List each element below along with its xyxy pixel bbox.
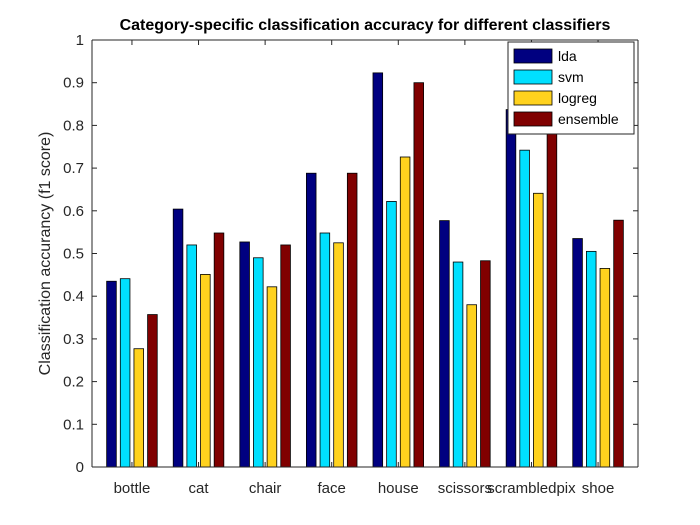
bar-ensemble-face <box>346 172 358 468</box>
bar-ensemble-scrambledpix <box>546 125 558 468</box>
bar-ensemble-bottle <box>147 314 158 468</box>
y-tick-label: 0.4 <box>63 288 84 305</box>
y-tick-label: 0.5 <box>63 246 84 263</box>
bar-ensemble-chair <box>280 244 291 468</box>
bar-logreg-house <box>399 156 411 468</box>
bar-ensemble-house <box>413 82 424 468</box>
bar-lda-chair <box>239 241 250 468</box>
bar-lda-shoe <box>572 238 583 468</box>
bar-lda-face <box>305 172 317 468</box>
y-tick-label: 0.8 <box>63 117 84 134</box>
legend-label-lda: lda <box>558 48 577 64</box>
bar-svm-bottle <box>119 278 131 468</box>
bar-logreg-scissors <box>466 304 477 468</box>
bar-svm-scrambledpix <box>519 149 530 468</box>
y-tick-label: 0.9 <box>63 75 84 92</box>
x-tick-label-face: face <box>318 480 346 497</box>
bar-svm-house <box>386 201 397 468</box>
bar-ensemble-cat <box>213 232 225 468</box>
x-tick-label-shoe: shoe <box>582 480 615 497</box>
bar-lda-scrambledpix <box>505 109 517 468</box>
bar-svm-face <box>319 232 331 468</box>
y-tick-label: 0.1 <box>63 416 84 433</box>
x-tick-label-scrambledpix: scrambledpix <box>487 480 576 497</box>
y-tick-label: 0.2 <box>63 374 84 391</box>
bar-svm-shoe <box>586 250 597 468</box>
legend-swatch-svm <box>513 69 553 85</box>
bar-logreg-bottle <box>133 348 144 468</box>
bar-lda-house <box>372 72 384 468</box>
x-tick-label-cat: cat <box>189 480 210 497</box>
y-tick-label: 0.6 <box>63 203 84 220</box>
y-tick-label: 0 <box>76 459 84 476</box>
y-tick-label: 1 <box>76 32 84 49</box>
x-tick-label-chair: chair <box>249 480 282 497</box>
bar-logreg-shoe <box>599 268 611 468</box>
x-tick-label-house: house <box>378 480 419 497</box>
legend-swatch-lda <box>513 48 553 64</box>
y-tick-label: 0.7 <box>63 160 84 177</box>
y-tick-label: 0.3 <box>63 331 84 348</box>
legend-label-logreg: logreg <box>558 90 597 106</box>
bar-lda-cat <box>172 208 184 468</box>
bar-lda-bottle <box>106 280 117 468</box>
bar-svm-cat <box>186 244 197 468</box>
legend-label-svm: svm <box>558 69 584 85</box>
bar-logreg-chair <box>266 286 278 468</box>
bar-ensemble-shoe <box>613 219 624 468</box>
bar-svm-scissors <box>452 261 464 468</box>
bar-ensemble-scissors <box>480 260 491 468</box>
x-tick-label-bottle: bottle <box>114 480 151 497</box>
bar-lda-scissors <box>439 220 450 468</box>
x-tick-label-scissors: scissors <box>438 480 492 497</box>
bar-svm-chair <box>253 257 264 468</box>
legend-swatch-ensemble <box>513 111 553 127</box>
y-axis-label: Classification accurancy (f1 score) <box>37 132 54 376</box>
legend-swatch-logreg <box>513 90 553 106</box>
chart-title: Category-specific classification accurac… <box>120 17 611 34</box>
bar-logreg-cat <box>200 274 211 468</box>
legend-label-ensemble: ensemble <box>558 111 619 127</box>
legend: lda svm logreg ensemble <box>507 41 635 135</box>
bar-logreg-scrambledpix <box>533 192 544 468</box>
bar-logreg-face <box>333 242 344 468</box>
